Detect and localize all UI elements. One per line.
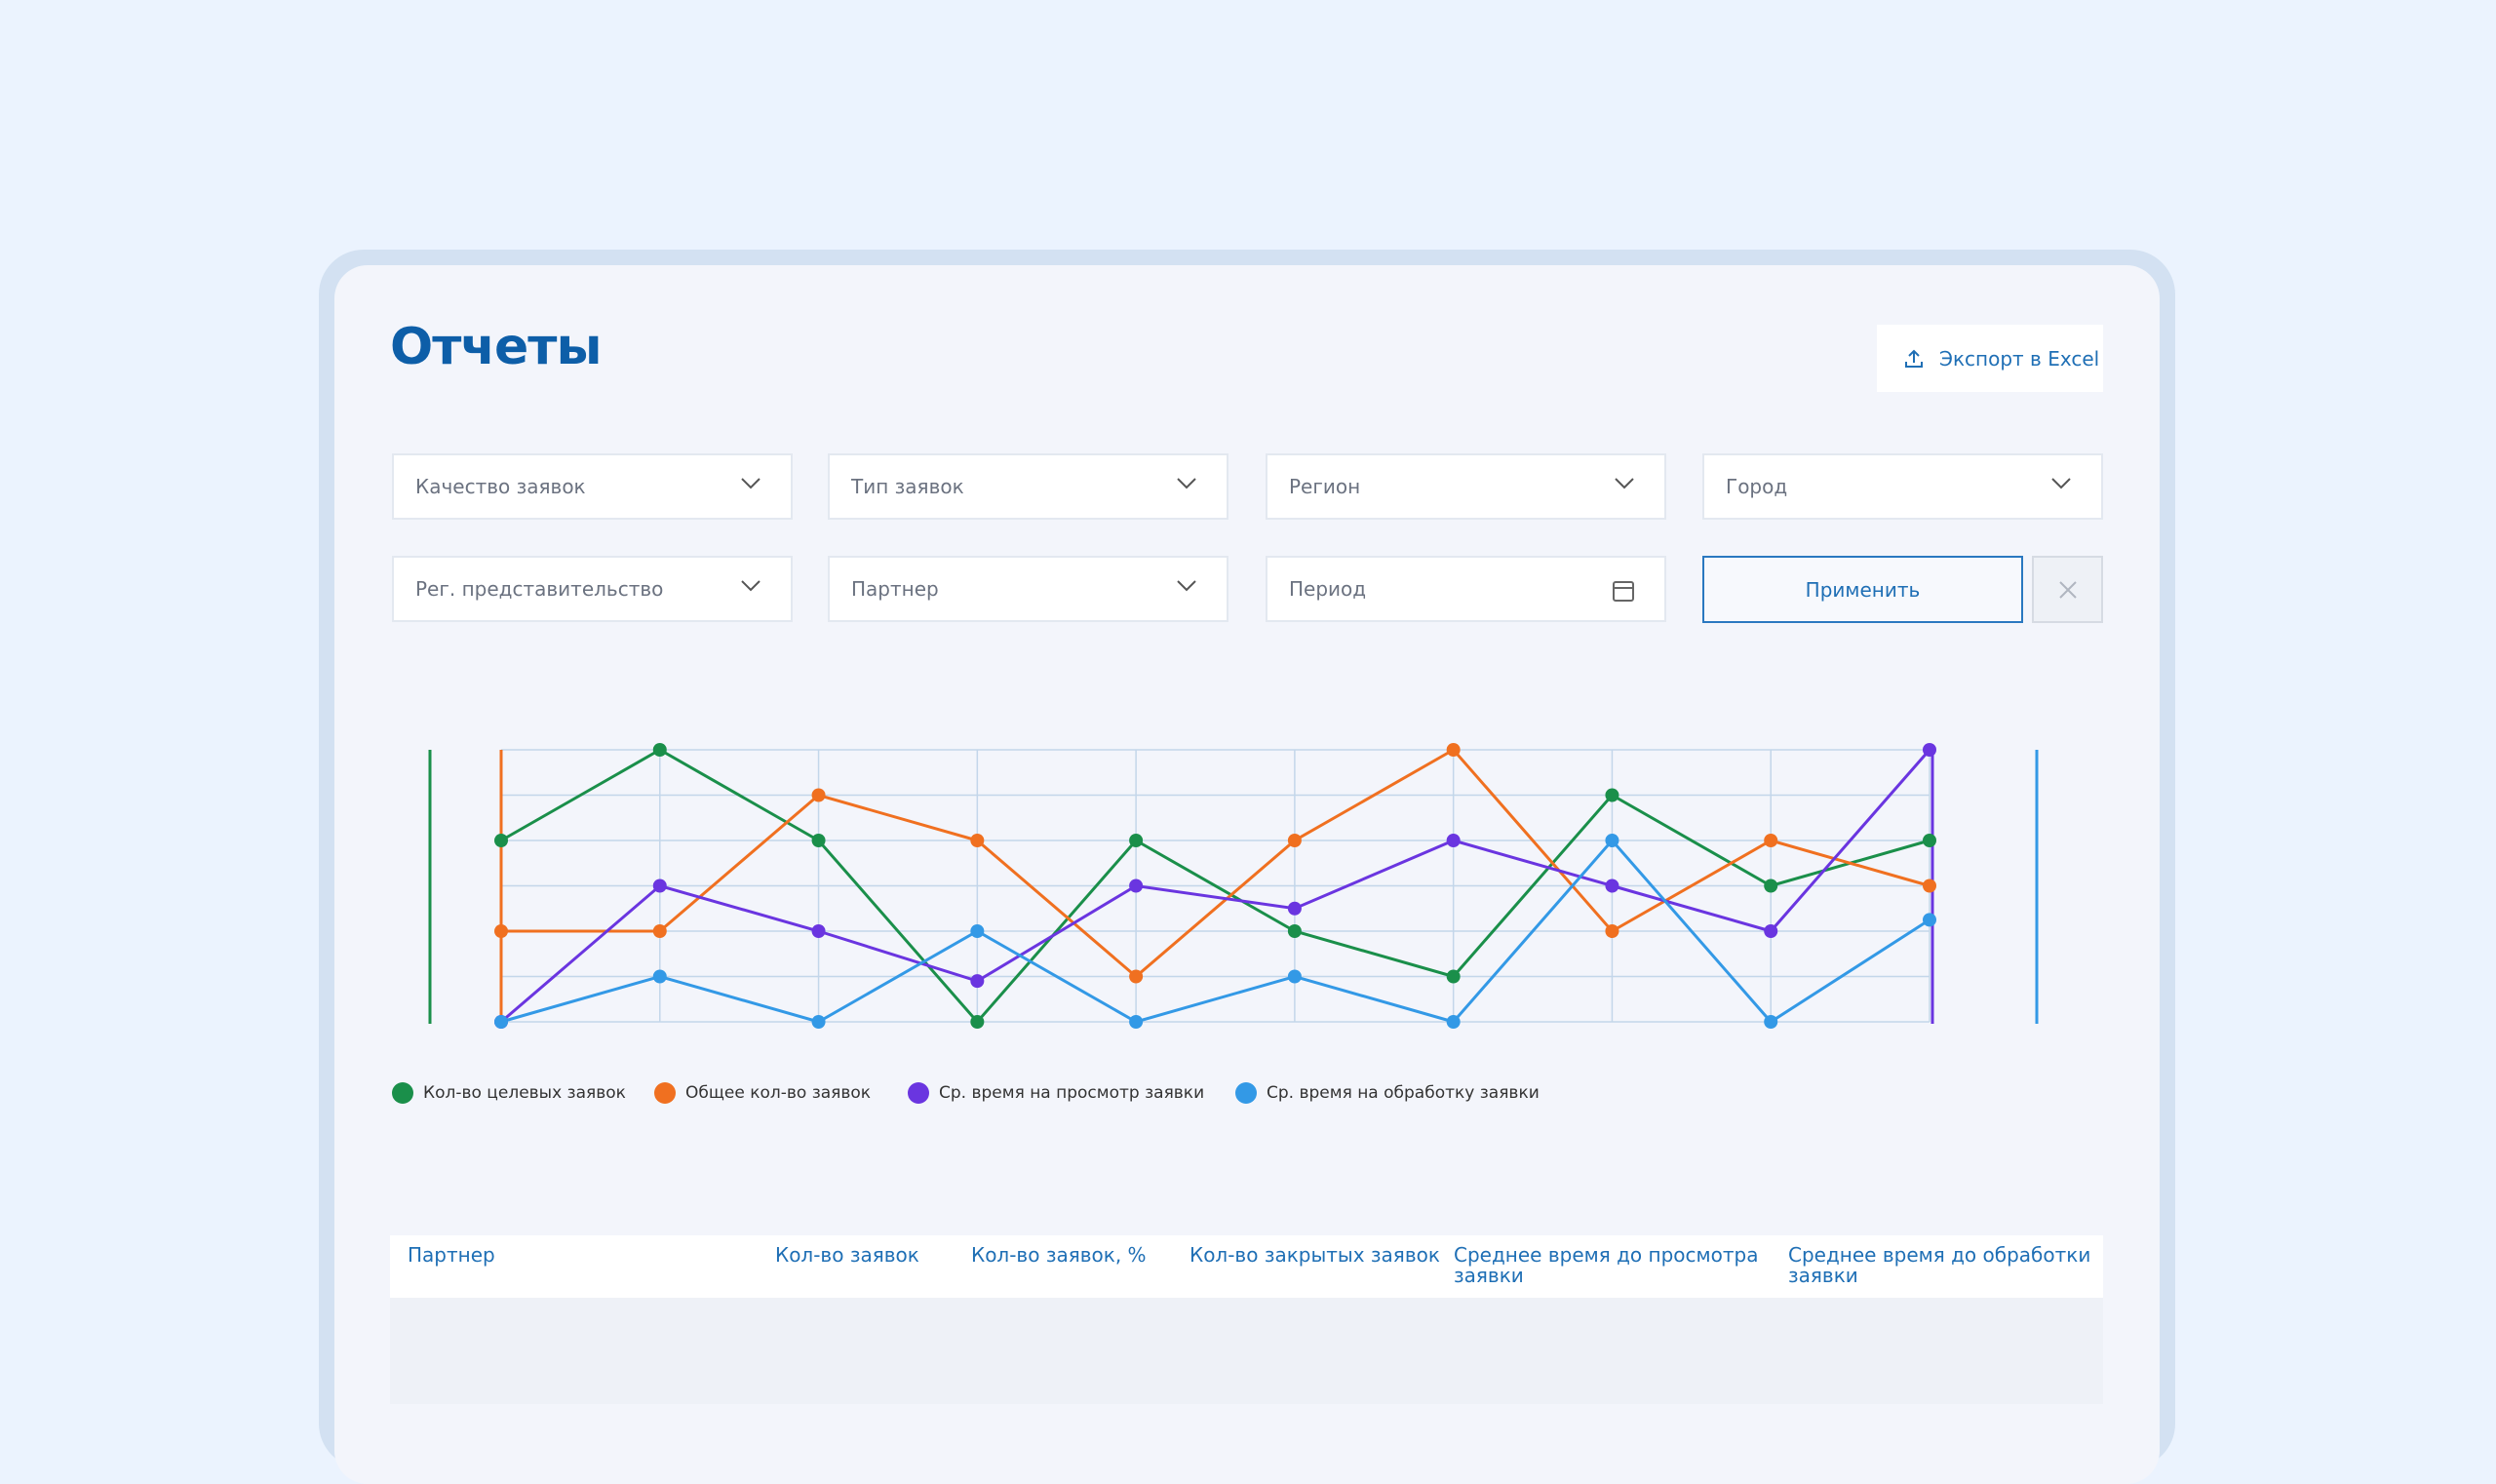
export-button[interactable]: Экспорт в Excel	[1877, 325, 2103, 392]
legend-swatch	[654, 1082, 676, 1104]
filter-field[interactable]: Тип заявок	[828, 453, 1228, 520]
calendar-icon	[1613, 581, 1634, 602]
filter-placeholder: Рег. представительство	[415, 577, 664, 601]
data-point	[1446, 969, 1461, 984]
upload-icon	[1905, 349, 1923, 368]
data-point	[1605, 788, 1619, 802]
column-header: Среднее время до обработки заявки	[1788, 1243, 2091, 1287]
data-point	[1287, 834, 1302, 847]
column-header: Кол-во заявок	[775, 1243, 919, 1267]
data-point	[1446, 743, 1461, 757]
data-point	[970, 1015, 985, 1029]
column-header: Партнер	[408, 1243, 495, 1267]
filter-placeholder: Тип заявок	[851, 475, 964, 498]
filter-field[interactable]: Период	[1266, 556, 1666, 622]
data-point	[652, 924, 667, 938]
data-point	[1605, 879, 1619, 893]
chevron-icon	[1177, 478, 1196, 489]
filter-placeholder: Период	[1289, 577, 1367, 601]
legend-label: Ср. время на обработку заявки	[1267, 1083, 1540, 1103]
data-point	[1764, 834, 1778, 847]
filter-placeholder: Город	[1726, 475, 1788, 498]
data-point	[1129, 969, 1144, 984]
data-point	[494, 924, 508, 938]
filter-field[interactable]: Регион	[1266, 453, 1666, 520]
export-label: Экспорт в Excel	[1939, 346, 2100, 371]
series-line	[500, 749, 1931, 1024]
chart	[428, 743, 2039, 1029]
chevron-icon	[2051, 478, 2071, 489]
filter-field[interactable]: Партнер	[828, 556, 1228, 622]
legend-item: Кол-во целевых заявок	[392, 1082, 626, 1104]
column-header: Среднее время до просмотра заявки	[1454, 1243, 1759, 1287]
data-point	[1923, 834, 1936, 847]
apply-label: Применить	[1805, 577, 1921, 602]
legend-swatch	[1235, 1082, 1257, 1104]
legend-item: Ср. время на обработку заявки	[1235, 1082, 1540, 1104]
page: Отчеты Экспорт в Excel Качество заявок Ти…	[319, 250, 2175, 1468]
filter-field[interactable]: Качество заявок	[392, 453, 793, 520]
series-line	[500, 748, 1930, 1025]
data-point	[1287, 969, 1302, 984]
data-point	[811, 1015, 826, 1029]
data-point	[652, 879, 667, 893]
data-point	[1764, 879, 1778, 893]
data-point	[811, 834, 826, 847]
filter-field[interactable]: Рег. представительство	[392, 556, 793, 622]
series-line	[501, 748, 1930, 979]
legend-item: Ср. время на просмотр заявки	[908, 1082, 1204, 1104]
data-point	[1129, 879, 1144, 893]
data-point	[1129, 1015, 1144, 1029]
data-point	[1923, 879, 1936, 893]
filter-placeholder: Партнер	[851, 577, 939, 601]
data-point	[494, 834, 508, 847]
data-point	[811, 924, 826, 938]
data-point	[1764, 924, 1778, 938]
close-icon	[2058, 580, 2077, 599]
data-point	[652, 743, 667, 757]
filter-placeholder: Качество заявок	[415, 475, 586, 498]
data-point	[1129, 834, 1144, 847]
data-point	[1287, 924, 1302, 938]
chevron-icon	[741, 478, 760, 489]
data-point	[970, 834, 985, 847]
legend-label: Кол-во целевых заявок	[423, 1083, 626, 1103]
legend-label: Общее кол-во заявок	[685, 1083, 872, 1103]
chevron-icon	[1615, 478, 1634, 489]
filter-placeholder: Регион	[1289, 475, 1361, 498]
column-header: Кол-во закрытых заявок	[1190, 1243, 1440, 1267]
filter-field[interactable]: Город	[1702, 453, 2103, 520]
data-point	[494, 1015, 508, 1029]
data-point	[1605, 834, 1619, 847]
legend-label: Ср. время на просмотр заявки	[939, 1083, 1205, 1103]
legend-item: Общее кол-во заявок	[654, 1082, 871, 1104]
data-point	[811, 788, 826, 802]
table-header	[390, 1235, 2103, 1298]
page-title: Отчеты	[390, 318, 602, 376]
data-point	[1605, 924, 1619, 938]
data-point	[1923, 743, 1936, 757]
data-point	[1287, 901, 1302, 916]
data-point	[1446, 1015, 1461, 1029]
legend-swatch	[908, 1082, 929, 1104]
data-point	[1923, 913, 1936, 927]
data-point	[652, 969, 667, 984]
apply-button[interactable]: Применить	[1702, 556, 2023, 623]
column-header: Кол-во заявок, %	[971, 1243, 1147, 1267]
clear-button[interactable]	[2032, 556, 2103, 623]
data-point	[970, 924, 985, 938]
series-line	[500, 838, 1930, 1024]
chevron-icon	[1177, 580, 1196, 592]
data-point	[1446, 834, 1461, 847]
chevron-icon	[741, 580, 760, 592]
data-point	[970, 974, 985, 989]
table-row	[390, 1298, 2103, 1404]
legend-swatch	[392, 1082, 413, 1104]
data-point	[1764, 1015, 1778, 1029]
